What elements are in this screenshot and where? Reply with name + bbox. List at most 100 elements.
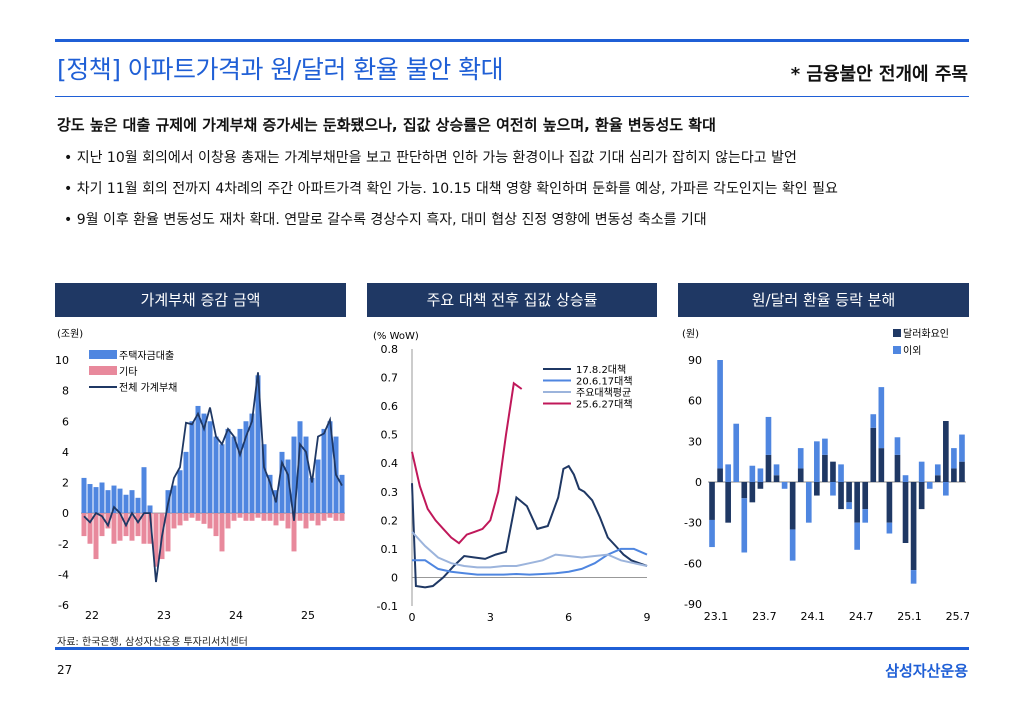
bar-housing-loan (303, 436, 309, 514)
bar-other-factor (797, 448, 804, 469)
y-tick-label: 0.8 (381, 343, 399, 356)
bar-other (237, 513, 243, 518)
bar-other-factor (741, 498, 748, 553)
bar-housing-loan (297, 421, 303, 514)
bar-other (81, 513, 87, 537)
bar-other (321, 513, 327, 521)
y-unit-label: (% WoW) (373, 331, 419, 342)
bar-housing-loan (183, 451, 189, 514)
bar-dollar-factor (709, 482, 715, 520)
bar-dollar-factor (765, 454, 772, 482)
bar-other-factor (822, 438, 828, 455)
y-tick-label: 0.5 (381, 429, 399, 442)
x-tick-label: 23 (157, 609, 171, 622)
line-total-debt (83, 372, 343, 583)
bar-dollar-factor (797, 468, 804, 482)
top-rule (55, 39, 969, 42)
bar-housing-loan (327, 421, 333, 514)
bar-other-factor (717, 360, 723, 469)
bar-housing-loan (123, 494, 129, 514)
bar-dollar-factor (862, 482, 869, 510)
y-tick-label: 0.3 (381, 486, 399, 499)
bar-other (339, 513, 345, 521)
y-tick-label: 4 (62, 446, 69, 459)
brand-logo-text: 삼성자산운용 (885, 662, 968, 680)
panel-title-house-price: 주요 대책 전후 집값 상승률 (367, 283, 657, 317)
y-tick-label: 6 (62, 415, 69, 428)
y-tick-label: 0.1 (381, 543, 399, 556)
bar-other (279, 513, 285, 521)
bar-housing-loan (261, 444, 267, 514)
bar-other-factor (943, 482, 949, 496)
y-tick-label: 90 (688, 354, 702, 367)
y-tick-label: 0.7 (381, 372, 399, 385)
bar-housing-loan (243, 421, 249, 514)
bar-other-factor (757, 468, 764, 482)
bar-housing-loan (171, 485, 177, 514)
y-tick-label: -90 (684, 598, 702, 611)
bar-other-factor (934, 464, 941, 476)
bar-housing-loan (99, 482, 105, 514)
bar-other (213, 513, 219, 537)
bar-other (249, 513, 255, 521)
chart-household-debt: (조원) -6 -4 -2 0 2 4 6 8 10 22 23 24 25 주택자금대출 기타 전체 가계부채 (55, 324, 346, 629)
bullet-item: 지난 10월 회의에서 이창용 총재는 가계부채만을 보고 판단하면 인하 가능… (64, 147, 838, 178)
y-tick-label: 2 (62, 477, 69, 490)
bar-dollar-factor (934, 475, 941, 482)
bar-housing-loan (135, 497, 141, 514)
bar-dollar-factor (878, 448, 885, 482)
bar-other (201, 513, 207, 524)
y-tick-label: 0.2 (381, 514, 399, 527)
y-tick-label: 30 (688, 435, 702, 448)
bar-other (285, 513, 291, 529)
bar-dollar-factor (717, 468, 723, 482)
fx-chart-svg: (원) -90 -60 -30 0 30 60 90 23.1 23.7 24.1 24.7 25.1 2… (682, 328, 970, 623)
bar-other-factor (926, 482, 933, 489)
bar-housing-loan (225, 428, 231, 514)
panel-title-household-debt: 가계부채 증감 금액 (55, 283, 346, 317)
legend-swatch-dollar (893, 329, 901, 337)
headline: 강도 높은 대출 규제에 가계부채 증가세는 둔화됐으나, 집값 상승률은 여전… (57, 116, 716, 134)
bar-dollar-factor (894, 454, 901, 482)
y-tick-label: 0 (391, 571, 398, 584)
bar-other-factor (918, 461, 925, 482)
bar-other (231, 513, 237, 521)
bar-housing-loan (231, 436, 237, 514)
legend-swatch-other (893, 346, 901, 354)
bar-housing-loan (93, 487, 99, 514)
x-tick-label: 25.1 (897, 610, 922, 623)
bar-other (261, 513, 267, 521)
bar-other-factor (894, 437, 901, 455)
y-unit-label: (조원) (57, 328, 83, 340)
bar-housing-loan (111, 485, 117, 514)
bar-dollar-factor (773, 475, 780, 482)
y-tick-label: -2 (58, 538, 69, 551)
bar-housing-loan (105, 490, 111, 514)
bar-other-factor (805, 482, 812, 523)
bar-other-factor (830, 482, 836, 496)
bar-housing-loan (255, 375, 261, 514)
bar-other (267, 513, 273, 521)
bar-dollar-factor (918, 482, 925, 510)
bar-other (165, 513, 171, 552)
legend-swatch-housing (89, 350, 117, 359)
bar-other (129, 513, 135, 541)
bar-housing-loan (195, 405, 201, 514)
bar-housing-loan (177, 470, 183, 514)
bar-housing-loan (141, 467, 147, 514)
bar-other (273, 513, 279, 526)
bar-other-factor (902, 475, 909, 482)
bar-housing-loan (213, 436, 219, 514)
bar-housing-loan (147, 505, 153, 514)
x-tick-label: 24.1 (801, 610, 826, 623)
bar-other-factor (789, 529, 796, 561)
house-price-chart-svg: (% WoW) -0.1 0 0.1 0.2 0.3 0.4 0.5 0.6 0.7 0.8 0 3 6 9… (373, 331, 651, 624)
bar-dollar-factor (822, 454, 828, 482)
bar-other (303, 513, 309, 529)
bar-housing-loan (87, 484, 93, 514)
y-tick-label: -60 (684, 557, 702, 570)
bar-dollar-factor (902, 482, 909, 543)
legend-label: 이외 (903, 345, 921, 357)
series-line (411, 381, 523, 545)
